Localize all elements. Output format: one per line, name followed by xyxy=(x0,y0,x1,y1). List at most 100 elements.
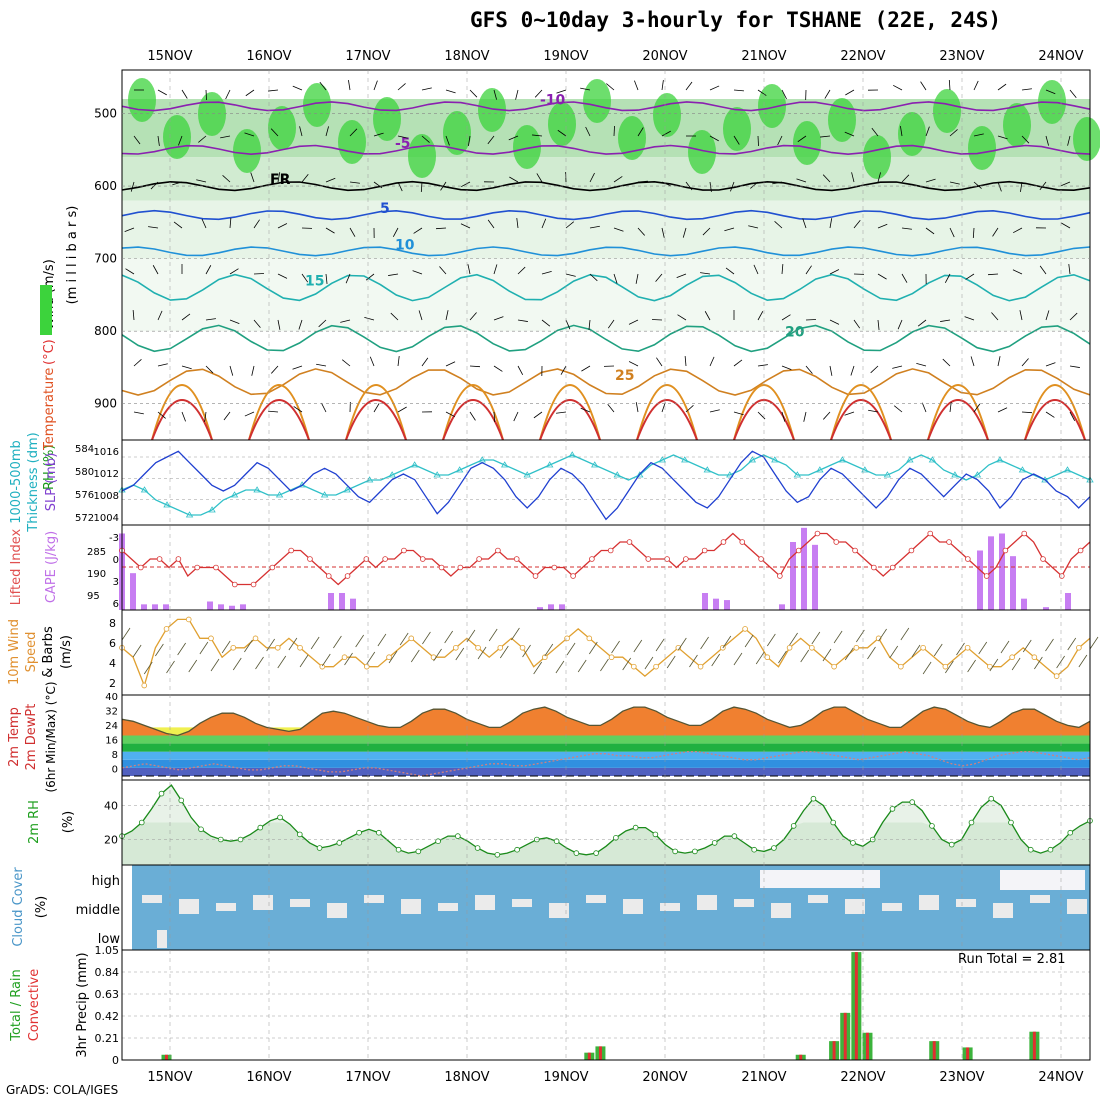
cape-bar xyxy=(1010,556,1016,610)
wind-barb xyxy=(989,658,999,672)
cape-tick: 190 xyxy=(87,569,106,580)
rh-legend-swatch xyxy=(40,285,52,335)
wind-barb xyxy=(499,645,509,659)
temp-line xyxy=(121,706,1091,737)
wind-barb xyxy=(992,227,999,237)
wind-barb xyxy=(733,135,740,145)
thickness-series-point xyxy=(523,471,531,478)
wind-barb xyxy=(413,227,423,234)
temp-color-band xyxy=(122,759,1090,768)
wind-barb xyxy=(420,181,423,193)
wind-speed-series-point xyxy=(942,663,949,670)
wind-barb xyxy=(157,310,163,321)
warm-contour-arc xyxy=(248,399,310,441)
wind-barb xyxy=(325,126,329,137)
wind-barb xyxy=(1078,654,1088,668)
wind-barb xyxy=(666,655,676,669)
warm-contour-arc xyxy=(248,384,310,441)
precip-convective-bar xyxy=(587,1052,591,1060)
temperature-contour xyxy=(121,324,1091,353)
wind-barb xyxy=(767,633,776,647)
wind-barb xyxy=(628,319,639,325)
wind-speed-series-point xyxy=(631,663,637,670)
thickness-series-point xyxy=(140,486,149,493)
wind-barb xyxy=(757,89,767,96)
date-label-top: 17NOV xyxy=(345,49,390,64)
y-tick-label: 600 xyxy=(94,179,117,193)
wind-barb xyxy=(487,219,495,229)
lifted-index-series-point xyxy=(927,530,934,537)
lifted-index-series-point xyxy=(419,556,426,562)
wind-barb xyxy=(655,638,665,652)
wind-barb xyxy=(130,181,135,192)
wind-barb xyxy=(440,181,447,191)
lifted-index-series-point xyxy=(438,564,445,571)
wind-barb xyxy=(277,655,287,669)
cloud-level-label: high xyxy=(92,874,120,889)
wind-barb xyxy=(1068,264,1071,275)
wind-barb xyxy=(868,409,879,413)
wind-barb xyxy=(901,273,908,283)
wind-barb xyxy=(709,85,720,91)
wind-barb xyxy=(516,218,519,229)
wind-barb xyxy=(991,312,999,321)
rh-series-point xyxy=(711,840,718,846)
rh-high-blob xyxy=(1073,117,1100,161)
wind-barb xyxy=(460,181,471,188)
li-tick: 3 xyxy=(113,577,119,588)
wind-tick: 8 xyxy=(109,617,116,630)
wind-barb xyxy=(344,652,353,666)
wind-barb xyxy=(325,273,328,284)
ylabel-temp-unit: (°C) xyxy=(42,339,57,365)
wind-barb xyxy=(637,180,648,183)
upper-ylabel: RH (%)Temperature(°C)Wind (m/s) xyxy=(42,259,57,490)
wind-barb xyxy=(900,627,910,641)
cloud-middle-gap xyxy=(882,903,902,911)
wind-barb xyxy=(822,174,831,183)
wind-barb xyxy=(181,365,192,370)
wind-barb xyxy=(229,218,232,229)
precip-ylabel-1: Total / Rain xyxy=(9,969,24,1042)
wind-barb xyxy=(677,637,687,651)
wind-speed-series-point xyxy=(141,682,148,689)
wind-barb xyxy=(133,135,141,145)
thickness-series-point xyxy=(951,471,959,478)
wind-barb xyxy=(600,658,609,672)
rh-series-point xyxy=(336,840,343,846)
wind-barb xyxy=(222,175,231,183)
rh-band xyxy=(122,157,1090,201)
wind-barb xyxy=(513,411,519,422)
wind-barb xyxy=(277,273,288,279)
wind-barb xyxy=(1034,656,1043,670)
cloud-middle-gap xyxy=(660,903,680,911)
warm-contour-arc xyxy=(830,399,892,441)
wind-barb xyxy=(797,135,807,143)
li-tick: -3 xyxy=(109,533,119,544)
wind-barb xyxy=(833,630,843,644)
rh-series-point xyxy=(889,806,896,812)
slp-series xyxy=(121,450,1091,521)
temp-ylabel-2: 2m DewPt xyxy=(24,704,39,771)
temperature-label: -5 xyxy=(395,136,411,152)
wind-barb xyxy=(656,357,663,367)
cloud-middle-gap xyxy=(1030,895,1050,903)
date-label-top: 16NOV xyxy=(246,49,291,64)
wind-speed-series-point xyxy=(1076,644,1082,651)
wind-barb xyxy=(340,319,351,323)
wind-ylabel-2: Speed xyxy=(24,632,39,673)
wind-speed-series-point xyxy=(742,626,748,632)
wind-barb xyxy=(487,135,495,145)
wind-barb xyxy=(271,365,279,374)
wind-barb xyxy=(892,84,903,91)
chart-title: GFS 0~10day 3-hourly for TSHANE (22E, 24… xyxy=(470,8,1002,32)
dewpt-line xyxy=(121,751,1091,777)
wind-speed-series-point xyxy=(319,663,326,670)
temperature-label: 25 xyxy=(615,368,634,384)
wind-barb xyxy=(125,268,135,275)
rh-high-blob xyxy=(793,121,821,165)
cloud-level-label: low xyxy=(98,932,121,947)
lifted-index-series-point xyxy=(777,573,783,579)
wind-barb xyxy=(1020,181,1023,192)
y-tick-label: 900 xyxy=(94,397,117,411)
